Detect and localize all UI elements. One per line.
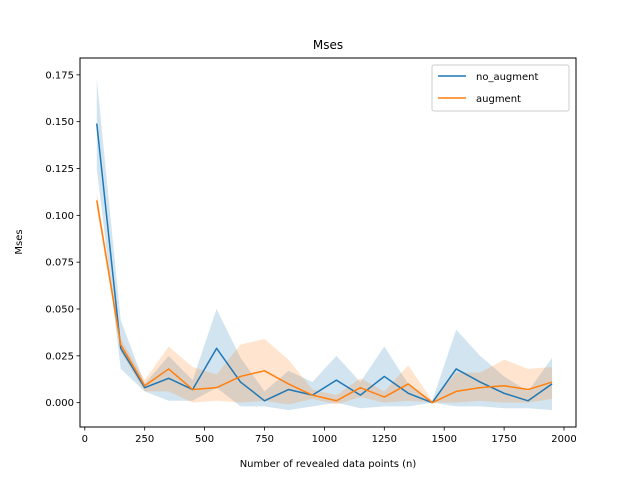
x-tick-label: 0 (82, 434, 88, 445)
y-tick-label: 0.175 (45, 70, 74, 81)
legend-box (431, 64, 570, 112)
y-axis-label: Mses (14, 229, 25, 254)
y-tick-label: 0.025 (45, 351, 74, 362)
x-tick-label: 1750 (491, 434, 516, 445)
y-tick-label: 0.000 (45, 398, 74, 409)
x-axis-label: Number of revealed data points (n) (240, 459, 417, 470)
series-lines (96, 123, 553, 404)
chart-title: Mses (313, 38, 343, 52)
y-tick-label: 0.150 (45, 117, 74, 128)
x-tick-label: 1000 (312, 434, 337, 445)
x-tick-label: 1500 (431, 434, 456, 445)
x-axis-ticks: 0 250 500 750 1000 1250 1500 1750 2000 (82, 427, 577, 445)
y-tick-label: 0.075 (45, 258, 74, 269)
band-no-augment (96, 78, 553, 411)
x-tick-label: 750 (255, 434, 274, 445)
legend-label-augment: augment (476, 94, 521, 105)
plot-frame (79, 57, 577, 428)
y-tick-label: 0.100 (45, 211, 74, 222)
x-tick-label: 1250 (372, 434, 397, 445)
series-line-augment (96, 200, 553, 404)
series-line-no-augment (96, 123, 553, 404)
x-tick-label: 500 (195, 434, 214, 445)
legend-label-no-augment: no_augment (476, 72, 539, 83)
y-tick-label: 0.125 (45, 164, 74, 175)
x-tick-label: 2000 (551, 434, 576, 445)
y-axis-ticks: 0.000 0.025 0.050 0.075 0.100 0.125 0.150 0.175 (45, 70, 80, 409)
y-tick-label: 0.050 (45, 304, 74, 315)
x-tick-label: 250 (135, 434, 154, 445)
